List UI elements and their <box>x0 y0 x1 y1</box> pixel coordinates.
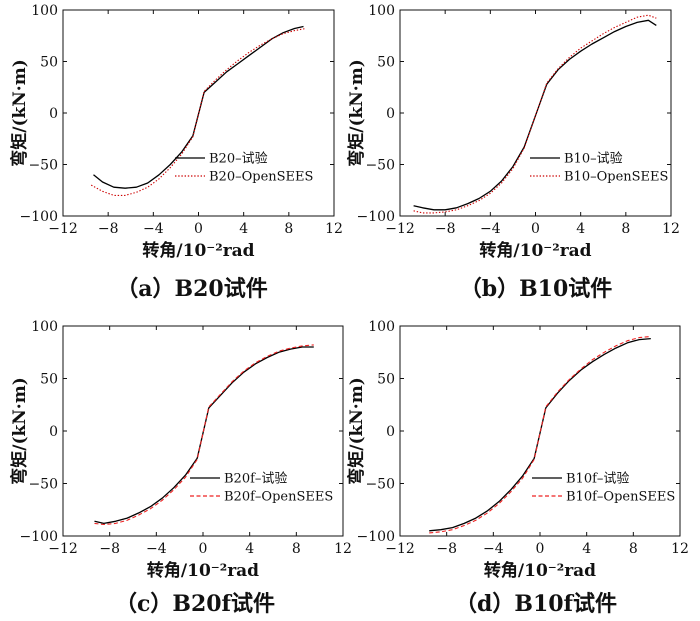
panel-caption: （c）B20f试件 <box>115 591 275 617</box>
series-line-opensees <box>94 344 314 526</box>
y-axis-label: 弯矩/(kN·m) <box>346 59 367 167</box>
x-tick-label: 8 <box>629 541 638 557</box>
series-line-test <box>429 337 651 532</box>
x-tick-label: −4 <box>143 221 164 237</box>
y-tick-label: 0 <box>386 106 395 122</box>
x-axis-label: 转角/10⁻²rad <box>484 560 596 581</box>
legend-label: B10–OpenSEES <box>564 170 668 185</box>
panel-c: −12 −8 −4 0 4 8 12 100 50 0 −50 −100 转角/10⁻²rad 弯矩/(k… <box>9 319 352 617</box>
series-line-test <box>413 19 657 211</box>
x-tick-label: −12 <box>48 541 78 557</box>
x-tick-label: −4 <box>146 541 167 557</box>
x-axis-label: 转角/10⁻²rad <box>147 560 259 581</box>
panel-caption: （b）B10试件 <box>460 276 613 302</box>
x-tick-label: −12 <box>385 541 415 557</box>
legend-label: B10f–OpenSEES <box>566 490 675 505</box>
y-tick-label: −50 <box>28 158 58 174</box>
x-tick-label: 8 <box>292 541 301 557</box>
y-axis-label: 弯矩/(kN·m) <box>9 59 30 167</box>
x-tick-label: 12 <box>334 541 352 557</box>
y-tick-label: −100 <box>357 209 395 225</box>
panel-b: −12 −8 −4 0 4 8 12 100 50 0 −50 −100 转角/10⁻²rad 弯矩/(k… <box>346 3 680 302</box>
x-axis-label: 转角/10⁻²rad <box>479 240 591 261</box>
x-tick-label: −8 <box>98 221 119 237</box>
series-line-opensees <box>90 27 306 196</box>
x-tick-label: −8 <box>435 221 456 237</box>
y-tick-label: 50 <box>377 55 395 71</box>
panel-d: −12 −8 −4 0 4 8 12 100 50 0 −50 −100 转角/10⁻²rad 弯矩/(k… <box>346 319 689 617</box>
x-tick-label: −12 <box>48 221 78 237</box>
x-tick-label: −8 <box>99 541 120 557</box>
panel-caption: （d）B10f试件 <box>455 591 617 617</box>
y-tick-label: 0 <box>49 106 58 122</box>
x-tick-label: 4 <box>239 221 248 237</box>
y-tick-label: 100 <box>368 319 395 335</box>
panel-a: −12 −8 −4 0 4 8 12 100 50 0 −50 −100 转角/10⁻²rad 弯矩/(k… <box>9 3 343 302</box>
y-tick-label: −100 <box>20 529 58 545</box>
x-tick-label: −4 <box>480 221 501 237</box>
y-tick-label: 100 <box>31 3 58 19</box>
x-tick-label: −12 <box>385 221 415 237</box>
legend-label: B20f–OpenSEES <box>224 490 333 505</box>
plot-frame <box>399 9 672 217</box>
x-tick-label: 12 <box>325 221 343 237</box>
y-tick-label: 50 <box>40 55 58 71</box>
x-tick-label: 12 <box>662 221 680 237</box>
y-tick-label: 100 <box>368 3 395 19</box>
y-tick-label: −50 <box>365 477 395 493</box>
x-tick-label: 0 <box>536 541 545 557</box>
series-line-test <box>94 346 314 525</box>
x-tick-label: 0 <box>194 221 203 237</box>
legend-label: B10–试验 <box>564 151 623 167</box>
y-tick-label: −50 <box>365 158 395 174</box>
legend-label: B20f–试验 <box>224 471 287 487</box>
series-line-opensees <box>413 14 657 214</box>
y-tick-label: 100 <box>31 319 58 335</box>
x-tick-label: 0 <box>199 541 208 557</box>
x-tick-label: 8 <box>284 221 293 237</box>
y-tick-label: 0 <box>386 424 395 440</box>
y-tick-label: −100 <box>357 529 395 545</box>
x-tick-label: −8 <box>436 541 457 557</box>
y-axis-label: 弯矩/(kN·m) <box>346 377 367 485</box>
y-tick-label: −100 <box>20 209 58 225</box>
x-tick-label: 4 <box>582 541 591 557</box>
y-tick-label: 0 <box>49 424 58 440</box>
x-tick-label: 0 <box>531 221 540 237</box>
legend-label: B20–OpenSEES <box>209 170 313 185</box>
y-tick-label: −50 <box>28 477 58 493</box>
x-tick-label: 12 <box>671 541 689 557</box>
panel-caption: （a）B20试件 <box>116 276 267 302</box>
y-tick-label: 50 <box>377 372 395 388</box>
x-tick-label: 4 <box>245 541 254 557</box>
y-tick-label: 50 <box>40 372 58 388</box>
legend-label: B20–试验 <box>209 151 268 167</box>
x-tick-label: 8 <box>621 221 630 237</box>
x-tick-label: −4 <box>483 541 504 557</box>
x-tick-label: 4 <box>576 221 585 237</box>
legend-label: B10f–试验 <box>566 471 629 487</box>
series-line-test <box>93 25 304 189</box>
y-axis-label: 弯矩/(kN·m) <box>9 377 30 485</box>
x-axis-label: 转角/10⁻²rad <box>142 240 254 261</box>
